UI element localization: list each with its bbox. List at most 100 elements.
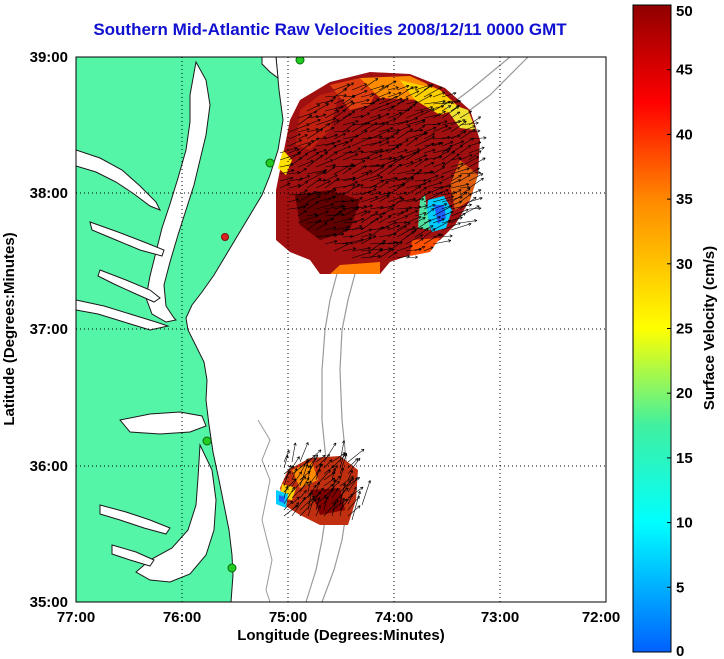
velocity-arrow [387, 100, 405, 112]
velocity-arrow [288, 157, 303, 168]
velocity-arrow [347, 469, 353, 481]
x-tick-label: 72:00 [582, 609, 620, 626]
velocity-arrow [315, 469, 331, 487]
velocity-arrow [324, 195, 336, 203]
velocity-arrow [414, 187, 427, 196]
velocity-arrow [333, 83, 350, 91]
velocity-arrow [414, 154, 427, 161]
velocity-arrow [396, 84, 410, 91]
velocity-arrow [450, 191, 468, 203]
velocity-arrow [450, 189, 462, 196]
velocity-arrow [387, 144, 400, 154]
velocity-arrow [396, 191, 407, 196]
velocity-arrow [450, 111, 461, 119]
velocity-arrow [468, 146, 485, 154]
velocity-arrow [333, 183, 356, 189]
velocity-arrow [387, 112, 403, 119]
velocity-arrow [423, 216, 441, 224]
velocity-arrow [459, 110, 472, 119]
velocity-arrow [323, 459, 333, 469]
velocity-arrow [414, 158, 428, 168]
velocity-arrow [339, 497, 346, 517]
velocity-arrow [405, 150, 420, 161]
velocity-arrow [414, 84, 433, 98]
velocity-arrow [432, 220, 452, 231]
velocity-arrow [315, 123, 331, 133]
velocity-arrow [333, 163, 354, 175]
velocity-arrow [387, 197, 405, 210]
velocity-arrow [306, 219, 322, 231]
velocity-arrow [414, 120, 426, 126]
velocity-arrow [450, 100, 461, 105]
velocity-arrow [299, 442, 309, 463]
velocity-arrow [288, 133, 301, 140]
velocity-arrow [396, 254, 410, 259]
velocity-arrow [315, 505, 321, 517]
velocity-arrow [450, 162, 464, 168]
velocity-arrow [396, 177, 415, 189]
y-tick-label: 37:00 [30, 321, 68, 338]
velocity-arrow [432, 141, 444, 147]
velocity-arrow [432, 203, 448, 210]
rappahannock-river [89, 221, 165, 257]
map-title: Southern Mid-Atlantic Raw Velocities 200… [93, 20, 567, 39]
velocity-arrow [387, 163, 402, 175]
albemarle-sound [119, 411, 207, 435]
velocity-arrow [459, 174, 471, 182]
velocity-arrow [387, 97, 403, 105]
velocity-arrow [324, 226, 337, 231]
velocity-arrow [387, 241, 403, 252]
velocity-arrow [283, 478, 297, 493]
velocity-arrow [324, 96, 336, 105]
velocity-arrow [297, 143, 311, 154]
velocity-arrow [432, 100, 451, 112]
velocity-arrow [441, 144, 453, 154]
velocity-arrow [306, 148, 317, 154]
velocity-arrow [351, 147, 361, 154]
velocity-arrow [369, 240, 386, 252]
velocity-arrow [387, 86, 399, 91]
velocity-arrow [405, 110, 424, 119]
velocity-arrow [396, 106, 413, 119]
velocity-arrow [459, 125, 476, 133]
velocity-arrow [333, 150, 352, 161]
map-plot-area [76, 57, 606, 602]
velocity-arrow [369, 154, 383, 161]
velocity-arrow [324, 239, 338, 245]
velocity-arrow [351, 218, 365, 224]
velocity-arrow [432, 120, 448, 126]
colorbar-tick-label: 20 [676, 385, 693, 402]
velocity-arrow [441, 179, 462, 189]
velocity-arrow [339, 478, 354, 493]
velocity-arrow [432, 91, 446, 98]
neuse-river [111, 544, 155, 567]
x-axis-label: Longitude (Degrees:Minutes) [237, 627, 445, 644]
velocity-arrow [333, 88, 348, 98]
velocity-arrow [339, 479, 352, 499]
velocity-arrow [405, 90, 420, 98]
velocity-arrow [331, 487, 349, 505]
velocity-arrow [432, 162, 446, 168]
velocity-arrow [324, 151, 338, 161]
colorbar-tick-label: 45 [676, 62, 693, 79]
velocity-arrow [387, 251, 398, 259]
velocity-arrow [387, 184, 405, 196]
velocity-arrow [387, 225, 407, 238]
velocity-arrow [423, 148, 436, 154]
velocity-arrow [333, 241, 353, 252]
velocity-arrow [288, 139, 302, 147]
colorbar [632, 4, 672, 653]
velocity-arrow [361, 480, 371, 506]
velocity-arrow [405, 148, 421, 154]
velocity-arrow [432, 195, 455, 203]
velocity-arrow [432, 189, 449, 196]
velocity-arrow [333, 217, 353, 224]
velocity-arrow [306, 152, 320, 161]
velocity-arrow [331, 488, 339, 499]
velocity-arrow [396, 117, 418, 126]
velocity-arrow [339, 467, 345, 481]
velocity-arrow [360, 174, 381, 182]
velocity-arrow [333, 225, 350, 231]
velocity-arrow [360, 188, 377, 196]
